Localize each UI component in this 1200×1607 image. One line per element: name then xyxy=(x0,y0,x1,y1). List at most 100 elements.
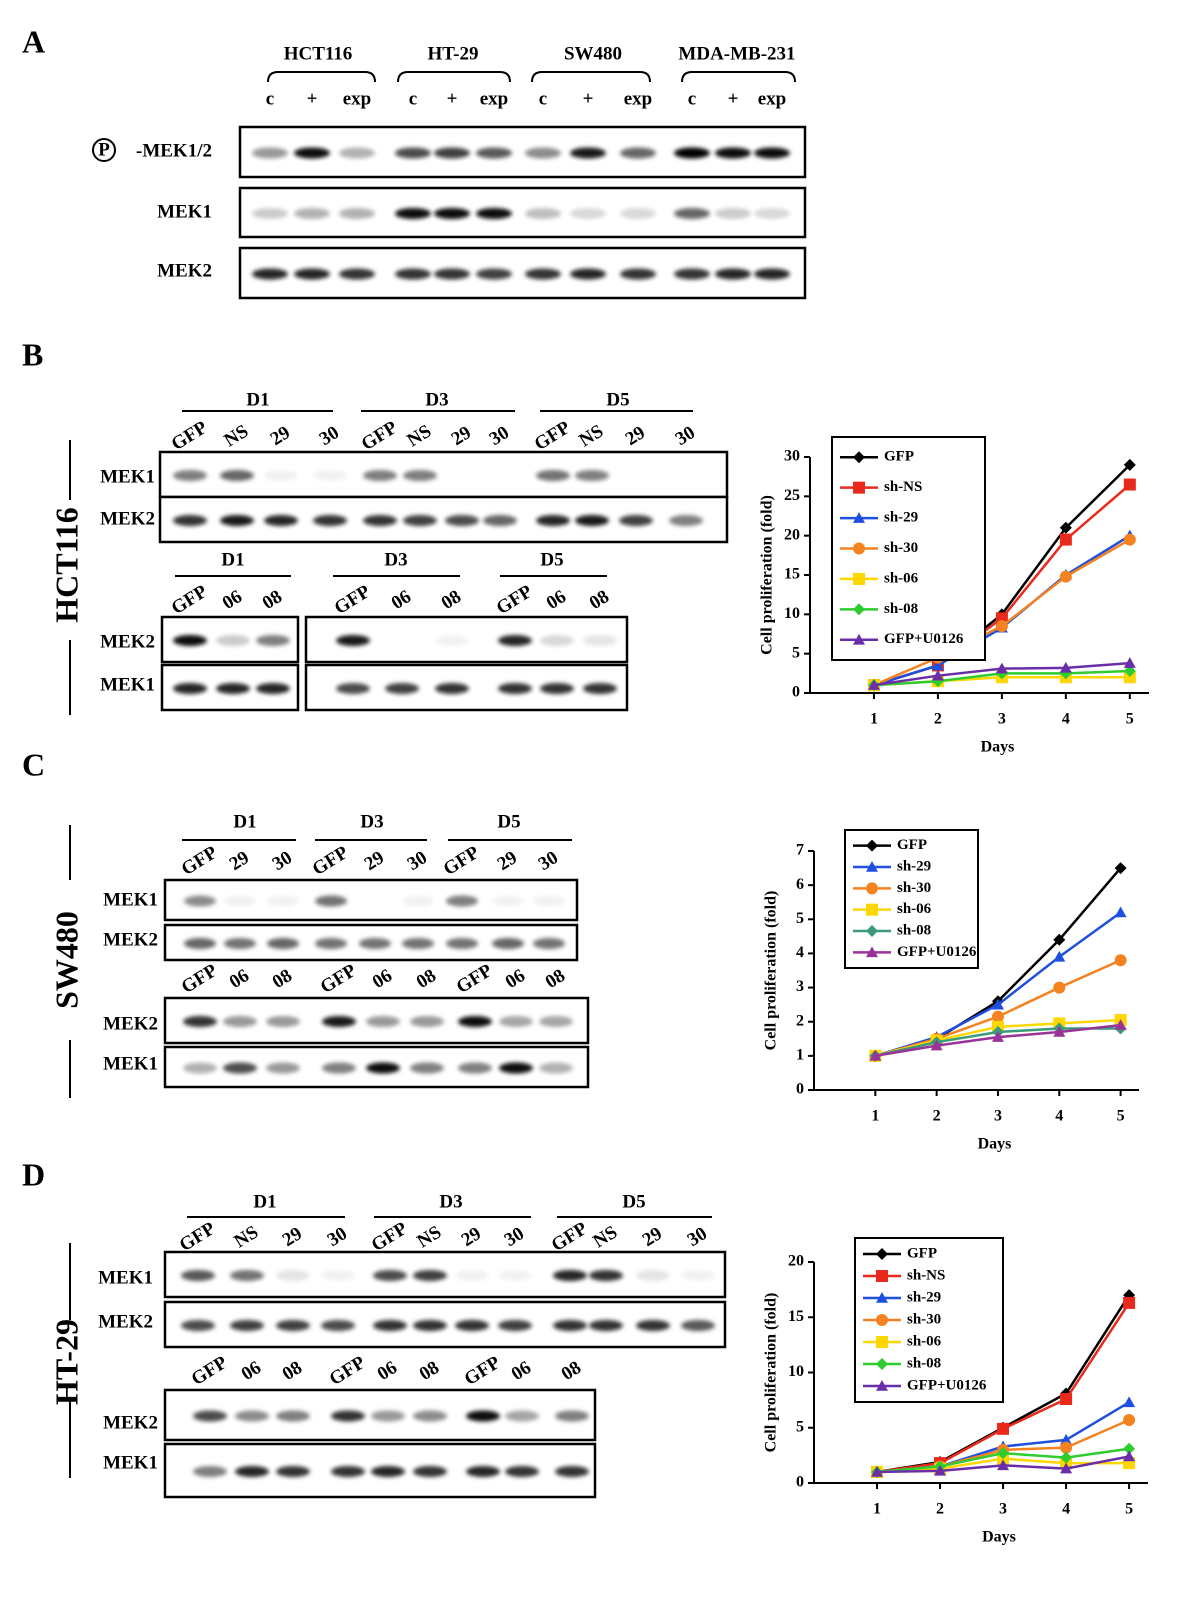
band xyxy=(445,515,479,526)
band xyxy=(553,1320,587,1331)
legend-label: sh-29 xyxy=(907,1289,941,1305)
band xyxy=(458,1016,492,1027)
band xyxy=(619,515,653,526)
x-tick-label: 2 xyxy=(934,711,942,728)
row-label: -MEK1/2 xyxy=(136,140,212,161)
marker xyxy=(1060,1451,1073,1464)
marker xyxy=(866,925,878,937)
marker xyxy=(1060,1433,1073,1445)
marker xyxy=(991,998,1004,1010)
lane-label: 30 xyxy=(486,422,513,450)
marker xyxy=(853,603,865,616)
lane-label: + xyxy=(583,88,594,109)
phospho-circle xyxy=(92,138,116,162)
marker xyxy=(867,679,880,690)
band xyxy=(363,515,397,526)
y-tick-label: 15 xyxy=(784,566,800,583)
marker xyxy=(853,481,865,494)
marker xyxy=(866,839,878,852)
legend-label: GFP+U0126 xyxy=(907,1377,987,1393)
band xyxy=(555,1410,589,1422)
marker xyxy=(991,1010,1004,1023)
band xyxy=(498,635,532,646)
lane-label: 06 xyxy=(508,1357,535,1385)
lane-label: 30 xyxy=(404,847,431,875)
marker xyxy=(1059,570,1072,583)
y-tick-label: 1 xyxy=(796,1047,804,1064)
lane-label: NS xyxy=(404,421,436,452)
cell-line-label: SW480 xyxy=(564,43,622,64)
marker xyxy=(853,572,865,585)
y-tick-label: 10 xyxy=(784,605,800,622)
band xyxy=(536,470,570,481)
row-label: MEK1 xyxy=(103,1053,158,1074)
y-tick-label: 0 xyxy=(796,1081,804,1098)
row-label: MEK1 xyxy=(103,1452,158,1473)
marker xyxy=(1123,664,1136,677)
band xyxy=(536,515,570,526)
y-tick-label: 10 xyxy=(788,1363,804,1380)
band xyxy=(669,515,703,526)
lane-label: c xyxy=(409,88,417,109)
band xyxy=(264,470,298,481)
band xyxy=(540,635,574,646)
lane-label: GFP xyxy=(531,417,575,455)
lane-label: 08 xyxy=(416,1357,443,1385)
lane-label: NS xyxy=(576,421,608,452)
brace xyxy=(267,71,376,83)
row-label: MEK2 xyxy=(103,929,158,950)
band xyxy=(395,208,431,219)
band xyxy=(446,938,478,949)
band xyxy=(252,208,288,219)
lane-label: 08 xyxy=(269,965,296,993)
marker xyxy=(876,1248,888,1260)
band xyxy=(395,268,431,280)
band xyxy=(636,1320,670,1331)
band xyxy=(492,895,524,907)
band xyxy=(570,268,606,280)
cell-line-label: MDA-MB-231 xyxy=(678,43,795,64)
y-tick-label: 5 xyxy=(796,910,804,927)
marker xyxy=(869,1049,882,1061)
band xyxy=(256,683,290,694)
x-tick-label: 4 xyxy=(1055,1108,1063,1125)
side-label: HT-29 xyxy=(48,1319,84,1405)
lane-label: GFP xyxy=(368,1218,412,1256)
marker xyxy=(1123,657,1136,668)
marker xyxy=(1053,981,1066,994)
legend-label: sh-NS xyxy=(907,1267,945,1283)
band xyxy=(266,1062,300,1074)
band xyxy=(366,1062,400,1074)
lane-label: GFP xyxy=(453,960,497,998)
marker xyxy=(1060,1441,1073,1454)
marker xyxy=(866,882,878,895)
lane-label: + xyxy=(307,88,318,109)
cell-line-label: HT-29 xyxy=(427,43,478,64)
band xyxy=(455,1270,489,1281)
legend-label: GFP xyxy=(897,837,927,853)
band xyxy=(476,147,512,159)
marker xyxy=(866,903,878,916)
marker xyxy=(1123,671,1136,684)
band xyxy=(583,683,617,694)
band xyxy=(434,268,470,280)
band xyxy=(276,1410,310,1422)
band xyxy=(715,208,751,219)
lane-label: GFP xyxy=(168,581,212,619)
band xyxy=(371,1410,405,1422)
lane-label: 06 xyxy=(226,965,253,993)
marker xyxy=(876,1358,888,1370)
band xyxy=(413,1466,447,1477)
x-tick-label: 2 xyxy=(936,1501,944,1518)
band xyxy=(533,938,565,949)
band xyxy=(435,683,469,694)
lane-label: 08 xyxy=(279,1357,306,1385)
band xyxy=(483,515,517,526)
legend-label: sh-30 xyxy=(884,540,918,556)
lane-label: 29 xyxy=(622,422,649,450)
band xyxy=(681,1270,715,1281)
side-label: SW480 xyxy=(48,911,84,1009)
lane-label: 29 xyxy=(226,847,253,875)
y-tick-label: 0 xyxy=(792,684,800,701)
y-axis-label: Cell proliferation (fold) xyxy=(759,495,776,655)
